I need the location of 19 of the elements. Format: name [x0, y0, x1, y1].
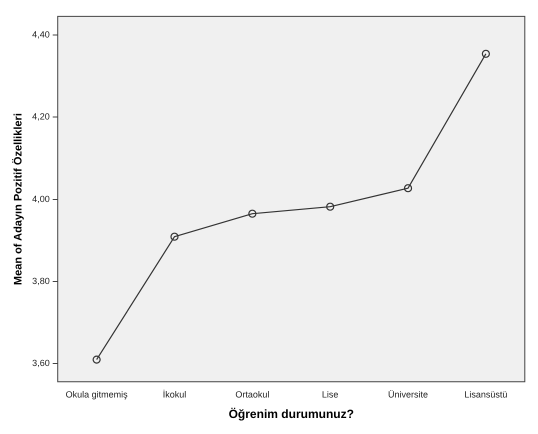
y-axis-title: Mean of Adayın Pozitif Özellikleri [12, 113, 25, 286]
x-tick-label: Lise [322, 390, 338, 400]
y-tick-label: 4,40 [32, 29, 50, 40]
point [482, 50, 490, 58]
y-tick-label: 3,60 [32, 358, 50, 368]
point [326, 202, 334, 211]
y-tick-label: 3,80 [32, 276, 50, 286]
point [248, 210, 256, 218]
x-tick-label: Lisansüstü [464, 390, 508, 400]
y-tick-label: 4,00 [32, 194, 50, 204]
point [92, 356, 101, 364]
x-axis-title: Öğrenim durumunuz? [228, 407, 354, 422]
point [170, 232, 179, 241]
y-tick-label: 4,20 [32, 112, 50, 122]
x-tick-label: Üniversite [388, 390, 428, 400]
x-tick-label: Ortaokul [235, 390, 270, 400]
x-tick-label: İkokul [162, 390, 186, 400]
x-tick-label: Okula gitmemiş [66, 390, 128, 400]
point [404, 184, 412, 192]
